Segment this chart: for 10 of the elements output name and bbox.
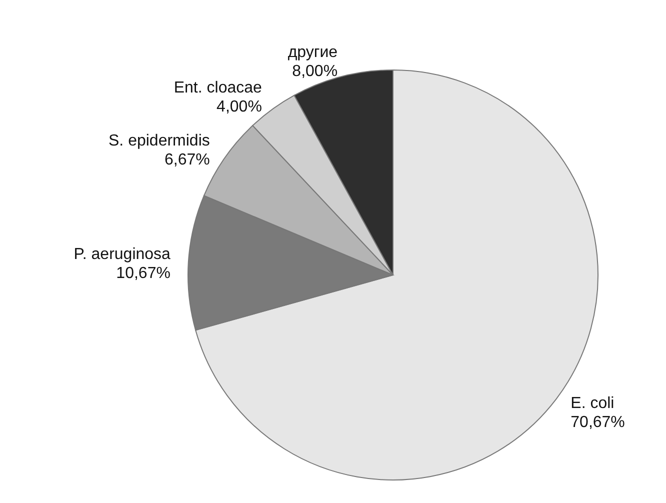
slice-label: P. aeruginosa xyxy=(74,246,171,264)
data-label: 70,67% xyxy=(570,414,625,431)
slice-label: другие xyxy=(288,44,338,62)
slice-label: S. epidermidis xyxy=(108,132,210,150)
data-label: 10,67% xyxy=(116,265,170,282)
data-label: 6,67% xyxy=(164,152,210,169)
data-label: 4,00% xyxy=(216,98,262,116)
data-label: 8,00% xyxy=(292,63,338,80)
slice-label: E. coli xyxy=(570,394,614,412)
slice-label: Ent. cloacae xyxy=(174,80,262,97)
